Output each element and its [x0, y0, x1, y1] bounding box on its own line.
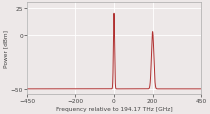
- X-axis label: Frequency relative to 194.17 THz [GHz]: Frequency relative to 194.17 THz [GHz]: [56, 106, 172, 111]
- Y-axis label: Power [dBm]: Power [dBm]: [4, 30, 8, 68]
